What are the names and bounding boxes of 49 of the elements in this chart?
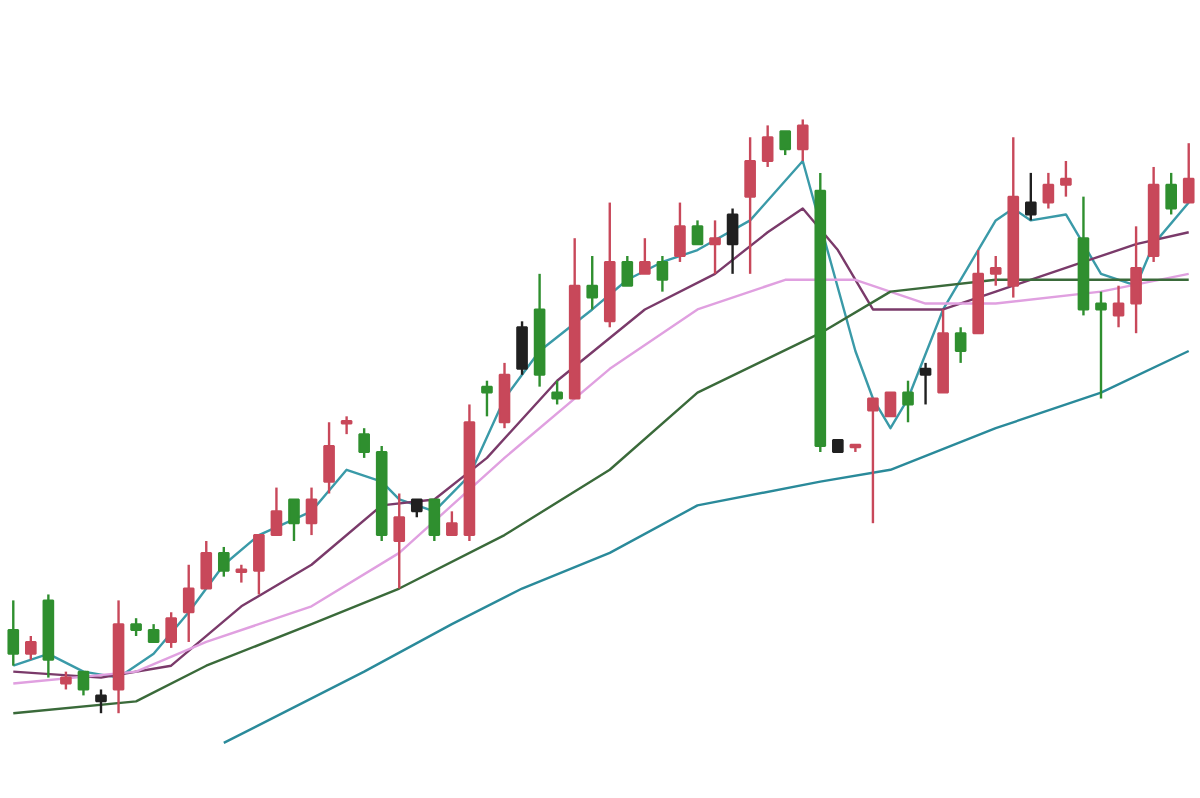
candlestick (551, 379, 563, 406)
candlestick (639, 237, 651, 276)
candlestick (1165, 171, 1177, 216)
candlestick (989, 254, 1002, 287)
candlestick (77, 670, 90, 697)
candlestick (1182, 142, 1195, 204)
candlestick (200, 539, 213, 590)
candlestick (1112, 284, 1125, 329)
candlestick (621, 254, 634, 287)
candlestick (95, 688, 107, 715)
candlestick (1060, 159, 1072, 198)
candlestick (253, 533, 265, 596)
candlestick (709, 219, 721, 276)
candlestick (25, 634, 37, 661)
candlestick (586, 254, 599, 311)
candlestick (165, 611, 177, 650)
candlestick (358, 427, 370, 460)
candlestick (1025, 171, 1037, 222)
candlestick (779, 130, 792, 157)
candlestick (744, 136, 756, 276)
candlestick (235, 563, 248, 584)
candlestick (270, 486, 283, 537)
candlestick (7, 599, 20, 667)
candlestick (726, 207, 739, 276)
candlestick (691, 219, 704, 246)
candlestick (446, 510, 458, 537)
candlestick (867, 397, 879, 525)
candlestick (481, 379, 493, 418)
candlestick (919, 361, 932, 406)
candlestick (656, 254, 669, 293)
candlestick (217, 545, 230, 578)
candlestick (498, 361, 511, 430)
candlestick (884, 391, 897, 418)
candlestick (1095, 290, 1107, 400)
candlestick (182, 563, 195, 644)
candlestick (1130, 225, 1142, 335)
candlestick (305, 486, 318, 537)
candlestick (516, 320, 528, 376)
candlestick (393, 492, 406, 590)
candlestick (288, 498, 300, 543)
candlestick (761, 124, 774, 169)
candlestick (340, 415, 353, 436)
candlestick (428, 498, 441, 543)
candlestick (1042, 171, 1055, 210)
candlestick (796, 118, 809, 163)
candlestick (954, 326, 967, 365)
candlestick (902, 379, 914, 424)
candlestick (323, 421, 335, 495)
candlestick (674, 201, 686, 264)
